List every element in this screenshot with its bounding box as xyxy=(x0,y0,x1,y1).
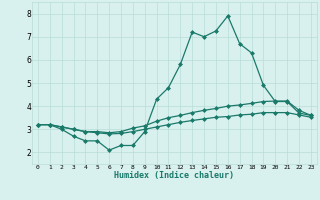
X-axis label: Humidex (Indice chaleur): Humidex (Indice chaleur) xyxy=(115,171,234,180)
